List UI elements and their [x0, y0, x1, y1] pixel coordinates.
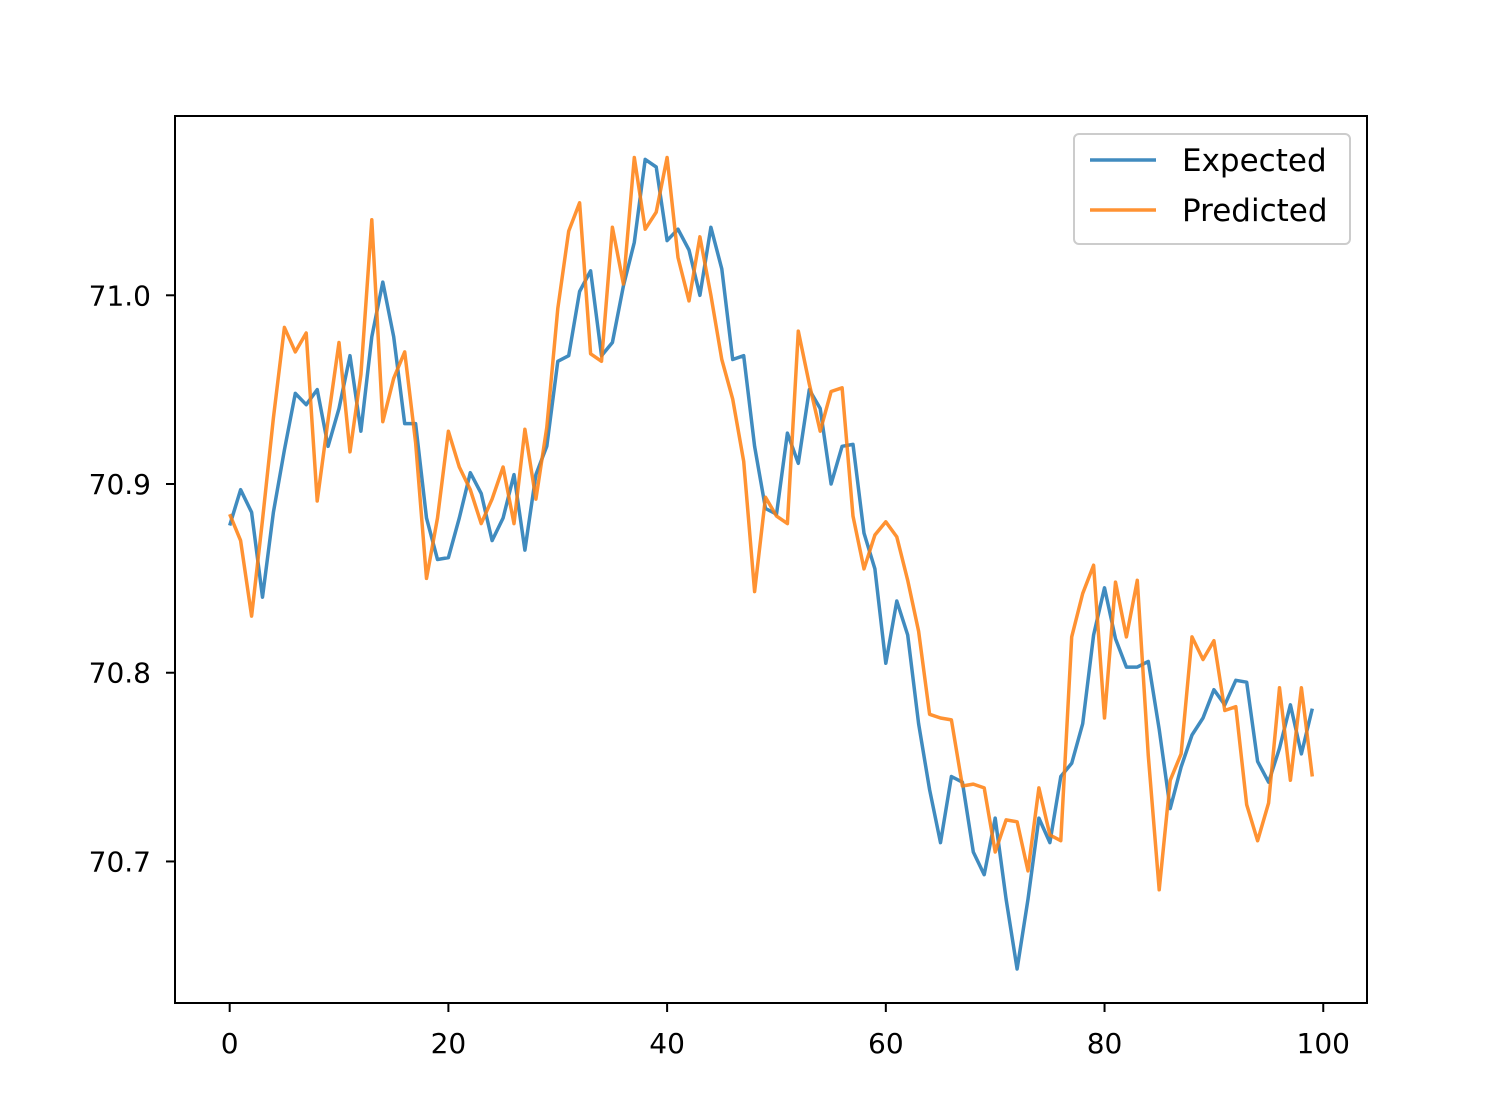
x-tick-label: 100	[1297, 1027, 1350, 1060]
y-tick-label: 70.9	[89, 468, 151, 501]
plot-area	[228, 155, 1315, 971]
axes-frame	[174, 115, 1368, 1004]
y-tick-label: 70.7	[89, 845, 151, 878]
x-tick-label: 0	[221, 1027, 239, 1060]
x-tick-label: 20	[431, 1027, 467, 1060]
legend-label-expected: Expected	[1182, 143, 1327, 179]
x-tick-label: 60	[868, 1027, 904, 1060]
y-tick-label: 70.8	[89, 657, 151, 690]
legend: Expected Predicted	[1073, 133, 1351, 245]
x-tick-label: 40	[649, 1027, 685, 1060]
series-line-expected	[228, 157, 1315, 971]
x-axis: 0 20 40 60 80 100	[221, 1003, 1350, 1060]
y-tick-label: 71.0	[89, 279, 151, 312]
series-line-predicted	[228, 155, 1315, 892]
x-tick-label: 80	[1087, 1027, 1123, 1060]
legend-label-predicted: Predicted	[1182, 193, 1328, 229]
y-axis: 70.7 70.8 70.9 71.0	[89, 279, 175, 878]
